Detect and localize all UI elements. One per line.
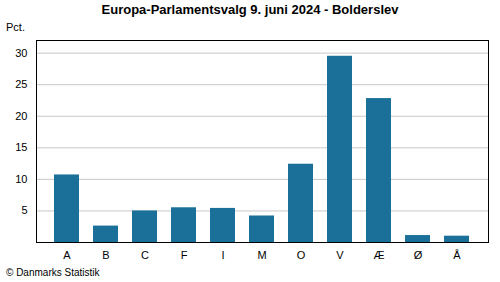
svg-text:25: 25	[15, 78, 27, 90]
svg-text:M: M	[257, 249, 266, 261]
svg-text:Æ: Æ	[374, 249, 385, 261]
svg-text:V: V	[336, 249, 344, 261]
svg-text:Ø: Ø	[414, 249, 423, 261]
html-text:Pct.: Pct.	[6, 21, 25, 33]
svg-text:B: B	[102, 249, 109, 261]
html-text:Europa-Parlamentsvalg 9. juni: Europa-Parlamentsvalg 9. juni 2024 - Bol…	[101, 2, 399, 17]
svg-text:F: F	[181, 249, 188, 261]
svg-text:15: 15	[15, 141, 27, 153]
svg-text:30: 30	[15, 47, 27, 59]
svg-text:20: 20	[15, 110, 27, 122]
svg-text:10: 10	[15, 173, 27, 185]
svg-text:C: C	[141, 249, 149, 261]
svg-text:O: O	[297, 249, 306, 261]
svg-text:I: I	[221, 249, 224, 261]
svg-text:Å: Å	[453, 249, 461, 261]
svg-text:5: 5	[21, 204, 27, 216]
svg-text:A: A	[63, 249, 71, 261]
html-text:© Danmarks Statistik: © Danmarks Statistik	[6, 267, 100, 278]
